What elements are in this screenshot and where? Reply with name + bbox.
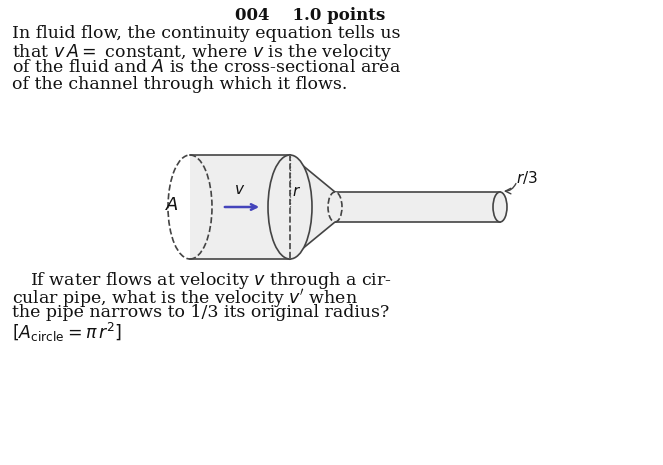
Polygon shape [190,155,290,259]
Text: of the fluid and $A$ is the cross-sectional area: of the fluid and $A$ is the cross-sectio… [12,59,401,76]
Text: 004    1.0 points: 004 1.0 points [235,7,385,24]
Text: cular pipe, what is the velocity $v'$ when: cular pipe, what is the velocity $v'$ wh… [12,287,358,310]
Text: In fluid flow, the continuity equation tells us: In fluid flow, the continuity equation t… [12,25,400,42]
Text: $v$: $v$ [235,183,245,197]
Ellipse shape [328,192,342,222]
Text: If water flows at velocity $v$ through a cir-: If water flows at velocity $v$ through a… [30,270,392,291]
Text: $A$: $A$ [165,196,179,214]
Text: $r$: $r$ [292,185,301,199]
Text: that $v\,A =$ constant, where $v$ is the velocity: that $v\,A =$ constant, where $v$ is the… [12,42,392,63]
Text: of the channel through which it flows.: of the channel through which it flows. [12,76,347,93]
Ellipse shape [268,155,312,259]
Ellipse shape [493,192,507,222]
Text: $r/3$: $r/3$ [516,168,538,186]
Polygon shape [290,155,335,259]
Polygon shape [335,192,500,222]
Text: $[A_{\mathrm{circle}} = \pi\, r^2]$: $[A_{\mathrm{circle}} = \pi\, r^2]$ [12,321,122,344]
Text: the pipe narrows to 1/3 its original radius?: the pipe narrows to 1/3 its original rad… [12,304,389,321]
